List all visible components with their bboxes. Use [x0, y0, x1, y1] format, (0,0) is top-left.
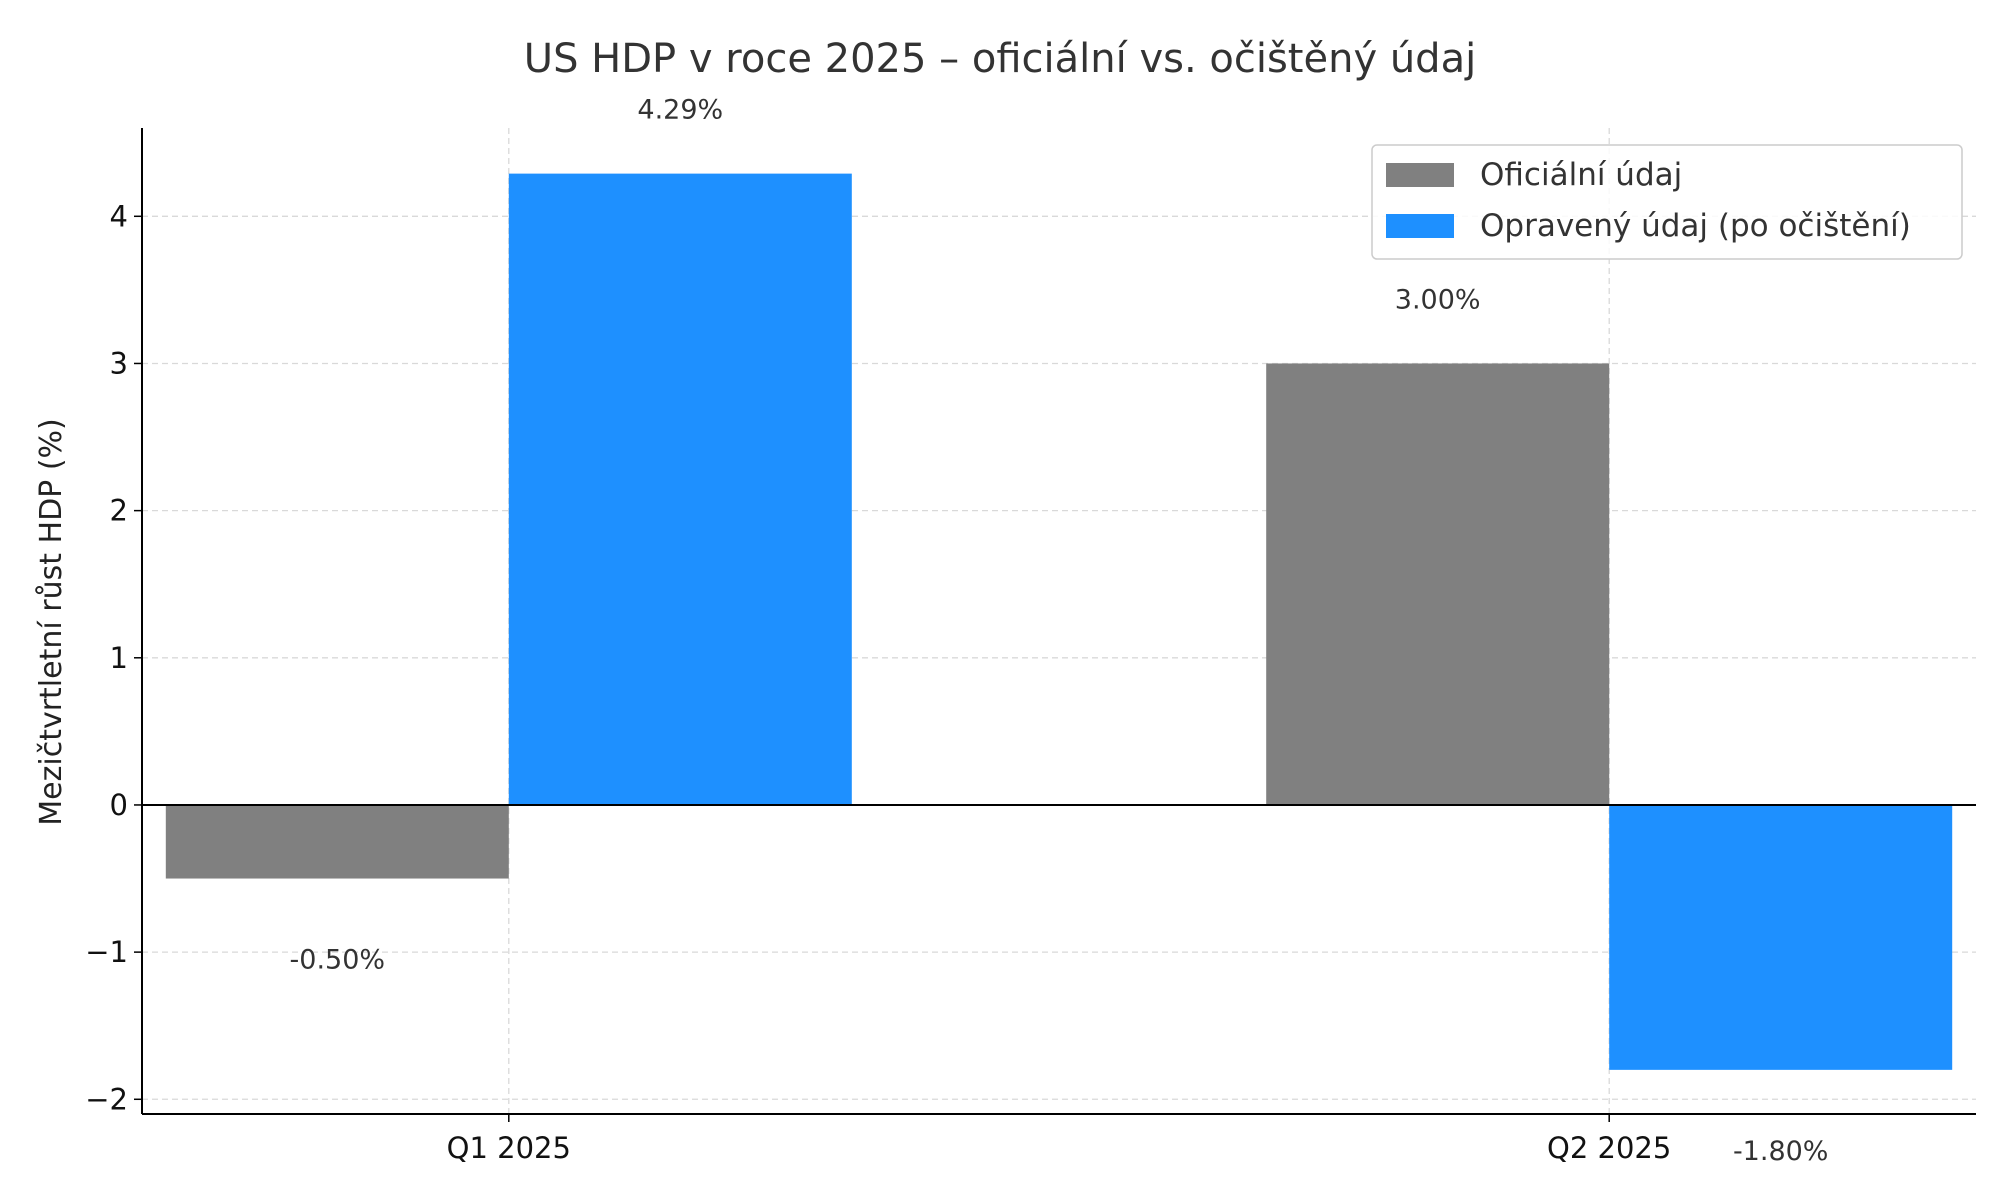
y-tick-label: 0	[110, 788, 128, 822]
legend-box	[1371, 144, 1963, 260]
bar-official	[165, 804, 509, 879]
y-tick-label: −2	[85, 1082, 128, 1116]
bar-official	[1266, 363, 1610, 805]
y-tick-label: 4	[110, 199, 128, 233]
y-axis-label: Mezičtvrtletní růst HDP (%)	[34, 418, 69, 825]
bar-value-label: -0.50%	[290, 945, 386, 976]
tick-labels: −2 −1 0 1 2 3 4 Q1 2025 Q2 2025	[85, 199, 1671, 1165]
y-tick-label: 2	[110, 494, 128, 528]
chart-title: US HDP v roce 2025 – oficiální vs. očišt…	[524, 36, 1476, 82]
y-tick-label: 1	[110, 641, 128, 675]
legend-label: Opravený údaj (po očištění)	[1480, 208, 1911, 244]
bar-adjusted	[508, 173, 852, 805]
bar-adjusted	[1609, 804, 1953, 1070]
bar-value-label: 4.29%	[637, 95, 723, 126]
legend-swatch	[1386, 163, 1454, 187]
legend: Oficiální údaj Opravený údaj (po očištění…	[1371, 144, 1963, 260]
bars	[165, 173, 1953, 1070]
bar-value-label: -1.80%	[1733, 1136, 1829, 1167]
x-tick-label: Q2 2025	[1547, 1131, 1671, 1165]
bar-value-label: 3.00%	[1395, 284, 1481, 315]
legend-label: Oficiální údaj	[1480, 157, 1682, 193]
y-tick-label: −1	[85, 935, 128, 969]
data-labels: -0.50% 3.00% 4.29% -1.80%	[290, 95, 1829, 1167]
axes	[141, 128, 1976, 1115]
x-tick-label: Q1 2025	[447, 1131, 571, 1165]
legend-swatch	[1386, 214, 1454, 238]
y-tick-label: 3	[110, 346, 128, 380]
